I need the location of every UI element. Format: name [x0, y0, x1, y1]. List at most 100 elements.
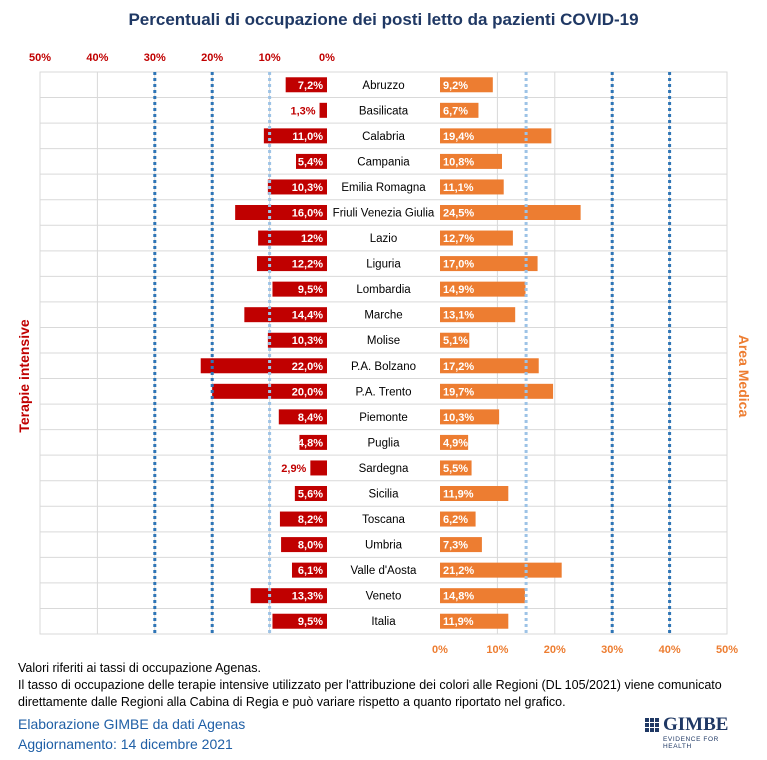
- data-label-terapie-intensive: 4,8%: [298, 437, 323, 449]
- bar-terapie-intensive: [267, 332, 327, 348]
- tick-label-right: 40%: [659, 644, 681, 656]
- bar-area-medica: [440, 511, 476, 527]
- source-line: Elaborazione GIMBE da dati Agenas: [18, 716, 246, 732]
- data-label-area-medica: 11,9%: [443, 489, 474, 501]
- bar-area-medica: [440, 205, 581, 220]
- tick-label-left: 40%: [86, 52, 108, 64]
- data-label-area-medica: 19,4%: [443, 131, 474, 143]
- category-label: Basilicata: [359, 105, 409, 117]
- bar-area-medica: [440, 307, 516, 323]
- logo-grid-icon: [645, 718, 659, 732]
- bar-area-medica: [440, 128, 552, 144]
- data-label-terapie-intensive: 9,5%: [298, 284, 323, 296]
- data-label-area-medica: 6,2%: [443, 514, 468, 526]
- tick-label-right: 20%: [544, 644, 566, 656]
- bar-area-medica: [440, 486, 509, 501]
- data-label-terapie-intensive: 12%: [301, 233, 323, 245]
- bar-terapie-intensive: [279, 511, 327, 527]
- category-label: Veneto: [366, 591, 402, 603]
- bar-terapie-intensive: [291, 562, 327, 578]
- tick-label-left: 20%: [201, 52, 223, 64]
- data-label-terapie-intensive: 20,0%: [292, 386, 323, 398]
- bar-terapie-intensive: [278, 409, 327, 425]
- bar-area-medica: [440, 358, 539, 374]
- note-1: Valori riferiti ai tassi di occupazione …: [18, 661, 261, 675]
- bar-terapie-intensive: [250, 588, 327, 604]
- data-label-terapie-intensive: 9,5%: [298, 616, 323, 628]
- gimbe-logo: GIMBE EVIDENCE FOR HEALTH: [645, 714, 745, 750]
- tick-label-left: 30%: [144, 52, 166, 64]
- data-label-terapie-intensive: 10,3%: [292, 335, 323, 347]
- data-label-terapie-intensive: 8,4%: [298, 412, 323, 424]
- bar-area-medica: [440, 383, 554, 399]
- tick-label-right: 0%: [432, 644, 448, 656]
- data-label-area-medica: 11,9%: [443, 616, 474, 628]
- bar-terapie-intensive: [310, 460, 327, 476]
- category-label: Puglia: [368, 437, 401, 449]
- data-label-area-medica: 17,2%: [443, 361, 474, 373]
- bar-area-medica: [440, 102, 479, 118]
- data-label-area-medica: 4,9%: [443, 437, 468, 449]
- bar-area-medica: [440, 460, 472, 476]
- chart-title: Percentuali di occupazione dei posti let…: [128, 10, 639, 29]
- bar-terapie-intensive: [256, 256, 327, 272]
- category-label: Marche: [364, 310, 402, 322]
- data-label-terapie-intensive: 7,2%: [298, 80, 323, 92]
- tick-label-right: 30%: [601, 644, 623, 656]
- tick-label-right: 10%: [486, 644, 508, 656]
- bar-terapie-intensive: [258, 230, 327, 246]
- data-label-area-medica: 7,3%: [443, 540, 468, 552]
- data-label-area-medica: 5,1%: [443, 335, 468, 347]
- category-label: Calabria: [362, 131, 405, 143]
- data-label-terapie-intensive: 14,4%: [292, 310, 323, 322]
- bar-area-medica: [440, 613, 509, 629]
- bar-area-medica: [440, 332, 470, 348]
- data-label-area-medica: 13,1%: [443, 310, 474, 322]
- bar-terapie-intensive: [272, 281, 327, 297]
- data-label-area-medica: 17,0%: [443, 259, 474, 271]
- footer-notes: Valori riferiti ai tassi di occupazione …: [18, 660, 758, 711]
- bar-terapie-intensive: [296, 153, 327, 169]
- data-label-area-medica: 9,2%: [443, 80, 468, 92]
- data-label-area-medica: 6,7%: [443, 105, 468, 117]
- right-axis-label: Area Medica: [736, 334, 752, 418]
- bar-terapie-intensive: [294, 486, 327, 501]
- source-info: Elaborazione GIMBE da dati Agenas Aggior…: [18, 714, 245, 754]
- bar-area-medica: [440, 256, 538, 272]
- tick-label-right: 50%: [716, 644, 738, 656]
- category-label: Italia: [371, 616, 396, 628]
- bar-area-medica: [440, 562, 562, 578]
- note-2: Il tasso di occupazione delle terapie in…: [18, 678, 722, 709]
- data-label-terapie-intensive: 12,2%: [292, 259, 323, 271]
- bar-terapie-intensive: [244, 307, 327, 323]
- bar-terapie-intensive: [267, 179, 327, 195]
- bar-terapie-intensive: [200, 358, 327, 374]
- bar-area-medica: [440, 281, 526, 297]
- bar-terapie-intensive: [299, 434, 327, 450]
- category-label: Valle d'Aosta: [351, 565, 418, 577]
- data-label-area-medica: 12,7%: [443, 233, 474, 245]
- tick-label-left: 0%: [319, 52, 335, 64]
- bar-area-medica: [440, 179, 504, 195]
- data-label-area-medica: 5,5%: [443, 463, 468, 475]
- category-label: Lombardia: [356, 284, 411, 296]
- data-label-area-medica: 21,2%: [443, 565, 474, 577]
- data-label-area-medica: 10,8%: [443, 156, 474, 168]
- category-label: P.A. Bolzano: [351, 361, 416, 373]
- bar-area-medica: [440, 537, 482, 553]
- bar-area-medica: [440, 434, 469, 450]
- bar-area-medica: [440, 230, 513, 246]
- data-label-terapie-intensive: 6,1%: [298, 565, 323, 577]
- data-label-area-medica: 10,3%: [443, 412, 474, 424]
- data-label-area-medica: 11,1%: [443, 182, 474, 194]
- bar-terapie-intensive: [319, 102, 327, 118]
- category-label: Liguria: [366, 259, 401, 271]
- data-label-area-medica: 24,5%: [443, 208, 474, 220]
- data-label-terapie-intensive: 13,3%: [292, 591, 323, 603]
- data-label-terapie-intensive: 16,0%: [292, 208, 323, 220]
- logo-subtitle: EVIDENCE FOR HEALTH: [663, 736, 719, 750]
- category-label: Sardegna: [359, 463, 409, 475]
- category-label: P.A. Trento: [355, 386, 411, 398]
- tick-label-left: 50%: [29, 52, 51, 64]
- bar-terapie-intensive: [272, 613, 327, 629]
